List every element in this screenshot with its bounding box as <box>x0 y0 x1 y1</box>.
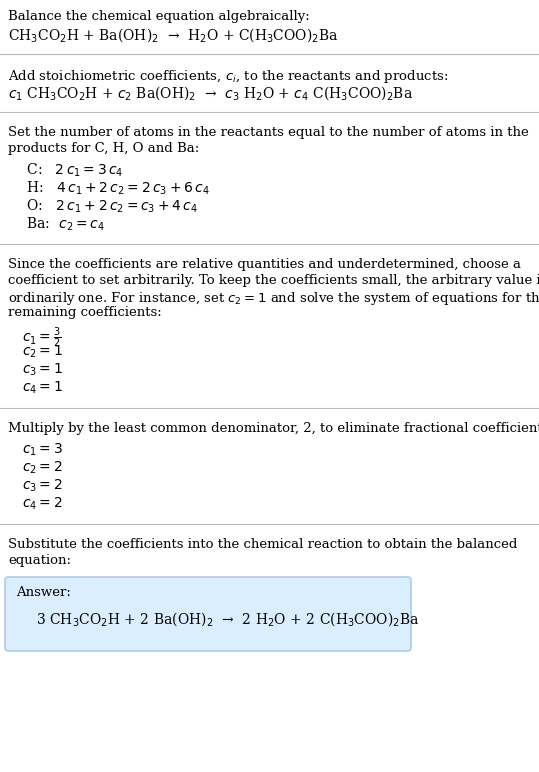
Text: Add stoichiometric coefficients, $c_i$, to the reactants and products:: Add stoichiometric coefficients, $c_i$, … <box>8 68 448 85</box>
FancyBboxPatch shape <box>5 577 411 651</box>
Text: Balance the chemical equation algebraically:: Balance the chemical equation algebraica… <box>8 10 310 23</box>
Text: Answer:: Answer: <box>16 586 71 599</box>
Text: $c_1 = \frac{3}{2}$: $c_1 = \frac{3}{2}$ <box>22 326 61 350</box>
Text: Ba:  $c_2 = c_4$: Ba: $c_2 = c_4$ <box>22 216 105 233</box>
Text: $c_1$ CH$_3$CO$_2$H + $c_2$ Ba(OH)$_2$  →  $c_3$ H$_2$O + $c_4$ C(H$_3$COO)$_2$B: $c_1$ CH$_3$CO$_2$H + $c_2$ Ba(OH)$_2$ →… <box>8 84 413 102</box>
Text: Multiply by the least common denominator, 2, to eliminate fractional coefficient: Multiply by the least common denominator… <box>8 422 539 435</box>
Text: $c_2 = 1$: $c_2 = 1$ <box>22 344 63 361</box>
Text: CH$_3$CO$_2$H + Ba(OH)$_2$  →  H$_2$O + C(H$_3$COO)$_2$Ba: CH$_3$CO$_2$H + Ba(OH)$_2$ → H$_2$O + C(… <box>8 26 338 44</box>
Text: $c_4 = 1$: $c_4 = 1$ <box>22 380 63 396</box>
Text: Substitute the coefficients into the chemical reaction to obtain the balanced: Substitute the coefficients into the che… <box>8 538 517 551</box>
Text: $c_2 = 2$: $c_2 = 2$ <box>22 460 63 476</box>
Text: $c_3 = 1$: $c_3 = 1$ <box>22 362 63 378</box>
Text: H:   $4\,c_1 + 2\,c_2 = 2\,c_3 + 6\,c_4$: H: $4\,c_1 + 2\,c_2 = 2\,c_3 + 6\,c_4$ <box>22 180 210 198</box>
Text: $c_1 = 3$: $c_1 = 3$ <box>22 442 63 459</box>
Text: Set the number of atoms in the reactants equal to the number of atoms in the: Set the number of atoms in the reactants… <box>8 126 529 139</box>
Text: equation:: equation: <box>8 554 71 567</box>
Text: 3 CH$_3$CO$_2$H + 2 Ba(OH)$_2$  →  2 H$_2$O + 2 C(H$_3$COO)$_2$Ba: 3 CH$_3$CO$_2$H + 2 Ba(OH)$_2$ → 2 H$_2$… <box>36 610 419 628</box>
Text: $c_3 = 2$: $c_3 = 2$ <box>22 478 63 494</box>
Text: $c_4 = 2$: $c_4 = 2$ <box>22 496 63 513</box>
Text: coefficient to set arbitrarily. To keep the coefficients small, the arbitrary va: coefficient to set arbitrarily. To keep … <box>8 274 539 287</box>
Text: products for C, H, O and Ba:: products for C, H, O and Ba: <box>8 142 199 155</box>
Text: O:   $2\,c_1 + 2\,c_2 = c_3 + 4\,c_4$: O: $2\,c_1 + 2\,c_2 = c_3 + 4\,c_4$ <box>22 198 198 215</box>
Text: C:   $2\,c_1 = 3\,c_4$: C: $2\,c_1 = 3\,c_4$ <box>22 162 123 179</box>
Text: Since the coefficients are relative quantities and underdetermined, choose a: Since the coefficients are relative quan… <box>8 258 521 271</box>
Text: remaining coefficients:: remaining coefficients: <box>8 306 162 319</box>
Text: ordinarily one. For instance, set $c_2 = 1$ and solve the system of equations fo: ordinarily one. For instance, set $c_2 =… <box>8 290 539 307</box>
